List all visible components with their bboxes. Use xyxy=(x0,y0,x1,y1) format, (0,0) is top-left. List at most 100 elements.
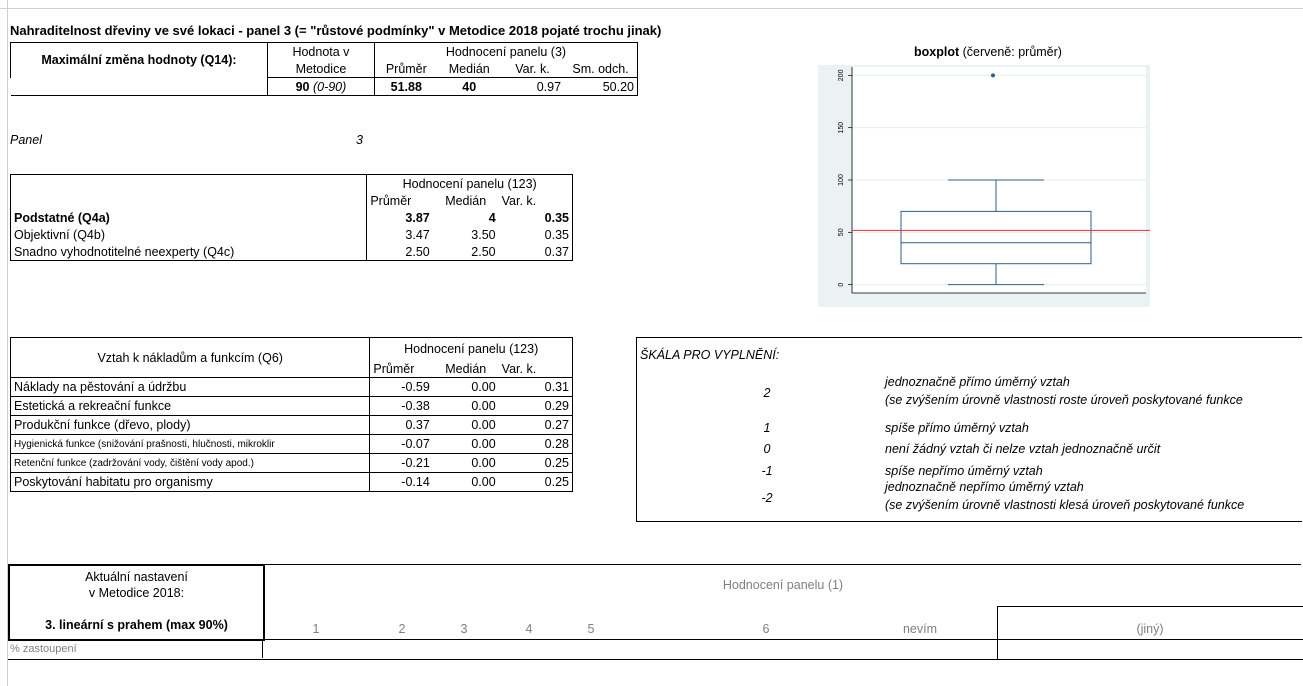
q6-row-label: Estetická a rekreační funkce xyxy=(10,396,370,416)
scale-value: 1 xyxy=(763,421,771,435)
rating-option: 1 xyxy=(312,622,320,636)
scale-text: spíše nepřímo úměrný vztah xyxy=(885,464,1043,478)
q6-row-prumer: 0.37 xyxy=(369,415,433,435)
q4-row-label: Snadno vyhodnotitelné neexperty (Q4c) xyxy=(14,244,235,259)
q6-row-prumer: -0.38 xyxy=(369,396,433,416)
sheet-top-border xyxy=(0,0,1303,9)
q6-row-vark: 0.25 xyxy=(498,453,573,473)
panel-value: 3 xyxy=(356,133,363,147)
rating-option: nevím xyxy=(902,622,938,636)
q4-table: Hodnocení panelu (123) Průměr Medián Var… xyxy=(10,174,573,261)
q6-row: Poskytování habitatu pro organismy -0.14 0… xyxy=(10,472,573,492)
q6-row-median: 0.00 xyxy=(432,396,499,416)
scale-text: jednoznačně nepřímo úměrný vztah xyxy=(885,480,1084,494)
scale-text: není žádný vztah či nelze vztah jednozna… xyxy=(885,442,1161,456)
q14-row-label: Maximální změna hodnoty (Q14): xyxy=(10,42,268,78)
method-setting-table: Aktuální nastavení v Metodice 2018: 3. l… xyxy=(8,564,1303,674)
scale-text-detail: (se zvýšením úrovně vlastnosti roste úro… xyxy=(885,393,1243,407)
q4-col-prumer: Průměr xyxy=(366,192,433,209)
q6-row-label: Retenční funkce (zadržování vody, čištěn… xyxy=(10,453,370,473)
q6-table: Vztah k nákladům a funkcím (Q6) Hodnocen… xyxy=(10,337,573,492)
q4-row: Podstatné (Q4a) 3.87 4 0.35 xyxy=(11,209,573,226)
setting-value: 3. lineární s prahem (max 90%) xyxy=(45,618,228,632)
page-title: Nahraditelnost dřeviny ve své lokaci - p… xyxy=(10,23,662,38)
q4-empty-header xyxy=(11,175,367,193)
y-tick-label: 150 xyxy=(838,122,845,134)
setting-cell: Aktuální nastavení v Metodice 2018: 3. l… xyxy=(8,564,265,641)
q6-row-prumer: -0.14 xyxy=(369,472,433,492)
rating-option: 6 xyxy=(762,622,770,636)
rating-option: 2 xyxy=(398,622,406,636)
q4-row-median: 2.50 xyxy=(471,244,496,259)
q14-panel-header: Hodnocení panelu (3) xyxy=(373,42,639,60)
sheet-left-border xyxy=(0,0,8,686)
q14-table: Maximální změna hodnoty (Q14): Hodnota v… xyxy=(10,42,639,96)
q14-col-prumer: Průměr xyxy=(373,60,438,78)
q4-row-prumer: 3.87 xyxy=(366,209,433,226)
q14-vark: 0.97 xyxy=(500,77,565,96)
q4-row-median: 3.50 xyxy=(471,227,496,242)
scale-title: ŠKÁLA PRO VYPLNĚNÍ: xyxy=(640,348,780,362)
scale-text-detail: (se zvýšením úrovně vlastnosti klesá úro… xyxy=(885,498,1245,512)
setting-label-2: v Metodice 2018: xyxy=(88,586,185,600)
q14-col-vark: Var. k. xyxy=(515,61,550,76)
q4-row-vark: 0.37 xyxy=(544,244,569,259)
q14-prumer: 51.88 xyxy=(373,77,438,96)
q6-row-prumer: -0.07 xyxy=(369,434,433,454)
q6-row-median: 0.00 xyxy=(432,377,499,397)
q14-median: 40 xyxy=(437,77,501,96)
q6-row-label: Hygienická funkce (snižování prašnosti, … xyxy=(10,434,370,454)
q6-row-median: 0.00 xyxy=(432,434,499,454)
q6-row: Produkční funkce (dřevo, plody) 0.37 0.00 0… xyxy=(10,415,573,435)
q14-hodnota-value: 90 (0-90) xyxy=(266,77,375,96)
q6-row-label: Produkční funkce (dřevo, plody) xyxy=(10,415,370,435)
q4-row-label: Podstatné (Q4a) xyxy=(14,210,110,225)
q6-row: Hygienická funkce (snižování prašnosti, … xyxy=(10,434,573,454)
scale-value: 0 xyxy=(763,442,771,456)
boxplot-title-rest: (červeně: průměr) xyxy=(959,45,1062,59)
rating-option: 5 xyxy=(587,622,595,636)
y-tick-label: 0 xyxy=(838,283,845,287)
q6-row-median: 0.00 xyxy=(432,472,499,492)
q6-rows: Náklady na pěstování a údržbu -0.59 0.00 0.… xyxy=(10,377,573,492)
q6-row-prumer: -0.21 xyxy=(369,453,433,473)
q6-panel-header: Hodnocení panelu (123) xyxy=(369,337,573,360)
scale-value: -2 xyxy=(761,491,773,505)
q6-title: Vztah k nákladům a funkcím (Q6) xyxy=(97,350,283,365)
q4-rows: Podstatné (Q4a) 3.87 4 0.35 Objektivní (Q4b)… xyxy=(11,209,573,261)
percentage-row-label: % zastoupení xyxy=(10,643,77,655)
q6-row-vark: 0.27 xyxy=(498,415,573,435)
q6-row-label: Poskytování habitatu pro organismy xyxy=(10,472,370,492)
q6-row-median: 0.00 xyxy=(432,453,499,473)
bottom-panel-header: Hodnocení panelu (1) xyxy=(722,578,844,592)
scale-text: jednoznačně přímo úměrný vztah xyxy=(885,375,1070,389)
q14-hodnota-number: 90 xyxy=(295,79,310,94)
other-label: (jiný) xyxy=(1136,622,1164,636)
boxplot-chart: 0 50 100 150 200 xyxy=(818,65,1150,307)
q14-col-median: Medián xyxy=(448,61,490,76)
q4-col-vark: Var. k. xyxy=(501,193,537,208)
scale-box: ŠKÁLA PRO VYPLNĚNÍ: 2 jednoznačně přímo ú… xyxy=(636,337,1302,522)
y-tick-label: 200 xyxy=(838,69,845,81)
q6-col-prumer: Průměr xyxy=(369,360,433,378)
q6-row-vark: 0.31 xyxy=(498,377,573,397)
q6-row-vark: 0.29 xyxy=(498,396,573,416)
y-tick-label: 50 xyxy=(838,228,845,236)
rating-option: 4 xyxy=(525,622,533,636)
q14-empty-cell xyxy=(10,77,268,96)
boxplot-title-bold: boxplot xyxy=(914,45,960,59)
q4-row-vark: 0.35 xyxy=(544,227,569,242)
q4-row-prumer: 2.50 xyxy=(366,243,433,261)
outlier-point xyxy=(991,73,995,78)
q4-row-prumer: 3.47 xyxy=(366,226,433,243)
q6-col-median: Medián xyxy=(445,361,487,376)
percentage-row xyxy=(8,639,1303,660)
q4-row-label: Objektivní (Q4b) xyxy=(14,227,106,242)
q6-row-median: 0.00 xyxy=(432,415,499,435)
panel-area xyxy=(265,564,1301,640)
q4-col-median: Medián xyxy=(445,193,487,208)
q4-panel-header: Hodnocení panelu (123) xyxy=(366,174,573,192)
boxplot-title: boxplot (červeně: průměr) xyxy=(818,45,1158,59)
q14-hodnota-header-1: Hodnota v xyxy=(266,42,375,60)
rating-option: 3 xyxy=(460,622,468,636)
